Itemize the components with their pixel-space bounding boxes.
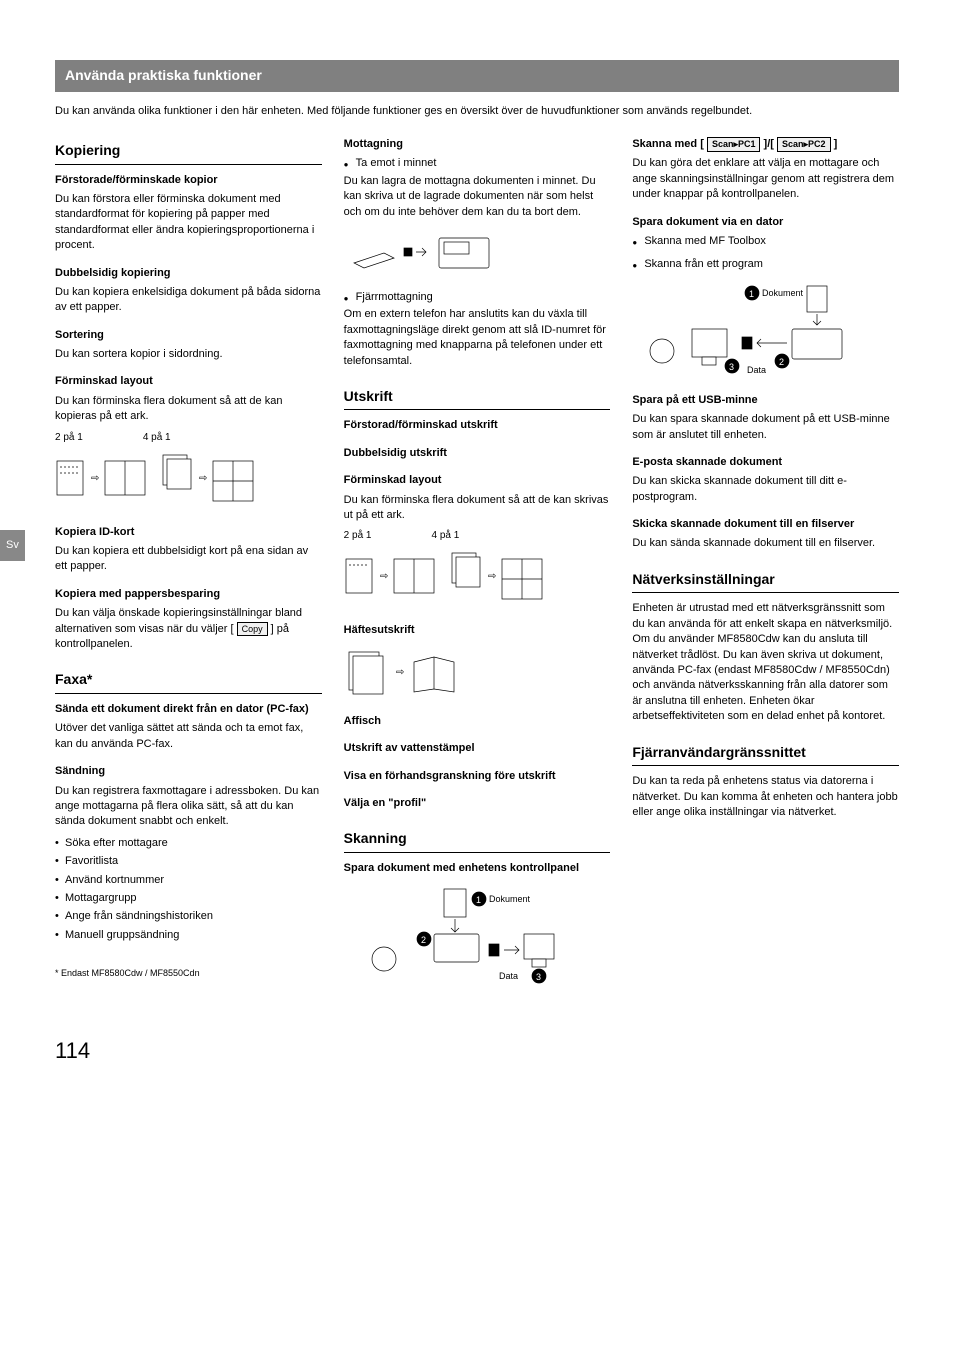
sub-heading: Sändning xyxy=(55,764,322,779)
body-text: Du kan förminska flera dokument så att d… xyxy=(344,493,611,524)
svg-text:2: 2 xyxy=(779,357,784,367)
body-text: Du kan registrera faxmottagare i adressb… xyxy=(55,784,322,830)
layout-diagram: ⇨ ⇨ xyxy=(344,551,611,611)
fax-receive-diagram xyxy=(344,228,611,278)
content-columns: Kopiering Förstorade/förminskade kopior … xyxy=(55,137,899,1006)
label-4pa1: 4 på 1 xyxy=(431,529,459,543)
sub-heading: Förstorade/förminskade kopior xyxy=(55,173,322,188)
svg-text:⇨: ⇨ xyxy=(396,667,404,678)
dot-item: Skanna från ett program xyxy=(632,257,899,272)
body-text: Du kan ta reda på enhetens status via da… xyxy=(632,774,899,820)
column-1: Kopiering Förstorade/förminskade kopior … xyxy=(55,137,322,1006)
body-text: Enheten är utrustad med ett nätverksgrän… xyxy=(632,601,899,724)
diagram-labels: 2 på 1 4 på 1 xyxy=(55,431,322,445)
body-text: Du kan skicka skannade dokument till dit… xyxy=(632,474,899,505)
layout-diagram: ⇨ ⇨ xyxy=(55,453,322,513)
sub-heading: Välja en "profil" xyxy=(344,796,611,811)
body-text: Du kan förstora eller förminska dokument… xyxy=(55,192,322,254)
svg-text:⇨: ⇨ xyxy=(199,473,207,484)
fjarr-heading: Fjärranvändargränssnittet xyxy=(632,743,899,767)
body-text: Om en extern telefon har anslutits kan d… xyxy=(344,307,611,369)
sub-heading: Förminskad layout xyxy=(344,473,611,488)
label-2pa1: 2 på 1 xyxy=(344,529,372,543)
column-2: Mottagning Ta emot i minnet Du kan lagra… xyxy=(344,137,611,1006)
sub-heading: Utskrift av vattenstämpel xyxy=(344,741,611,756)
kopiering-heading: Kopiering xyxy=(55,141,322,165)
svg-text:⇨: ⇨ xyxy=(380,571,388,582)
svg-text:2: 2 xyxy=(421,935,426,945)
scan-flow-diagram: 1 Dokument 2 Data 3 xyxy=(344,884,611,994)
svg-text:3: 3 xyxy=(536,972,541,982)
body-text: Du kan sortera kopior i sidordning. xyxy=(55,347,322,362)
scan-pc-diagram: 1 Dokument 3 Data 2 xyxy=(632,281,899,381)
list-item: Söka efter mottagare xyxy=(55,836,322,851)
sub-heading: Affisch xyxy=(344,714,611,729)
body-text: Utöver det vanliga sättet att sända och … xyxy=(55,721,322,752)
page-number: 114 xyxy=(55,1036,899,1067)
sub-heading: Häftesutskrift xyxy=(344,623,611,638)
label-4pa1: 4 på 1 xyxy=(143,431,171,445)
language-tab: Sv xyxy=(0,530,25,561)
sub-heading: Förstorad/förminskad utskrift xyxy=(344,418,611,433)
faxa-heading: Faxa* xyxy=(55,670,322,694)
sub-heading: E-posta skannade dokument xyxy=(632,455,899,470)
svg-text:⇨: ⇨ xyxy=(91,473,99,484)
body-text: Du kan förminska flera dokument så att d… xyxy=(55,394,322,425)
intro-text: Du kan använda olika funktioner i den hä… xyxy=(55,104,899,119)
skanna-heading: Skanna med [ Scan▸PC1 ]/[ Scan▸PC2 ] xyxy=(632,137,899,152)
sub-heading: Spara på ett USB-minne xyxy=(632,393,899,408)
body-text: Du kan göra det enklare att välja en mot… xyxy=(632,156,899,202)
sub-heading: Dubbelsidig utskrift xyxy=(344,446,611,461)
body-text: Du kan sända skannade dokument till en f… xyxy=(632,536,899,551)
fax-bullet-list: Söka efter mottagare Favoritlista Använd… xyxy=(55,836,322,943)
svg-text:1: 1 xyxy=(749,289,754,299)
diagram-label-data: Data xyxy=(499,971,518,981)
sub-heading: Dubbelsidig kopiering xyxy=(55,266,322,281)
list-item: Mottagargrupp xyxy=(55,891,322,906)
body-text: Du kan kopiera ett dubbelsidigt kort på … xyxy=(55,544,322,575)
list-item: Använd kortnummer xyxy=(55,873,322,888)
list-item: Favoritlista xyxy=(55,854,322,869)
natverk-heading: Nätverksinställningar xyxy=(632,570,899,594)
dot-item: Skanna med MF Toolbox xyxy=(632,234,899,249)
body-text: Du kan välja önskade kopieringsinställni… xyxy=(55,606,322,652)
dot-item: Fjärrmottagning xyxy=(344,290,611,305)
booklet-diagram: ⇨ xyxy=(344,647,611,702)
sub-heading: Sortering xyxy=(55,328,322,343)
sub-heading: Spara dokument via en dator xyxy=(632,215,899,230)
diagram-labels: 2 på 1 4 på 1 xyxy=(344,529,611,543)
sub-heading: Kopiera med pappersbesparing xyxy=(55,587,322,602)
sub-heading: Spara dokument med enhetens kontrollpane… xyxy=(344,861,611,876)
sub-heading: Skicka skannade dokument till en filserv… xyxy=(632,517,899,532)
sub-heading: Kopiera ID-kort xyxy=(55,525,322,540)
copy-button-label: Copy xyxy=(237,622,268,637)
dot-item: Ta emot i minnet xyxy=(344,156,611,171)
scan-pc1-label: Scan▸PC1 xyxy=(707,137,761,152)
body-text: Du kan spara skannade dokument på ett US… xyxy=(632,412,899,443)
body-text: Du kan kopiera enkelsidiga dokument på b… xyxy=(55,285,322,316)
section-heading: Använda praktiska funktioner xyxy=(55,60,899,92)
svg-text:3: 3 xyxy=(729,362,734,372)
diagram-label-data: Data xyxy=(747,365,766,375)
diagram-label-dokument: Dokument xyxy=(489,894,531,904)
sub-heading: Förminskad layout xyxy=(55,374,322,389)
list-item: Ange från sändningshistoriken xyxy=(55,909,322,924)
body-text: Du kan lagra de mottagna dokumenten i mi… xyxy=(344,174,611,220)
column-3: Skanna med [ Scan▸PC1 ]/[ Scan▸PC2 ] Du … xyxy=(632,137,899,1006)
svg-text:1: 1 xyxy=(476,895,481,905)
mottagning-heading: Mottagning xyxy=(344,137,611,152)
svg-text:⇨: ⇨ xyxy=(488,571,496,582)
utskrift-heading: Utskrift xyxy=(344,387,611,411)
footnote: * Endast MF8580Cdw / MF8550Cdn xyxy=(55,967,322,980)
list-item: Manuell gruppsändning xyxy=(55,928,322,943)
scan-pc2-label: Scan▸PC2 xyxy=(777,137,831,152)
diagram-label-dokument: Dokument xyxy=(762,288,804,298)
sub-heading: Visa en förhandsgranskning före utskrift xyxy=(344,769,611,784)
skanning-heading: Skanning xyxy=(344,829,611,853)
sub-heading: Sända ett dokument direkt från en dator … xyxy=(55,702,322,717)
label-2pa1: 2 på 1 xyxy=(55,431,83,445)
